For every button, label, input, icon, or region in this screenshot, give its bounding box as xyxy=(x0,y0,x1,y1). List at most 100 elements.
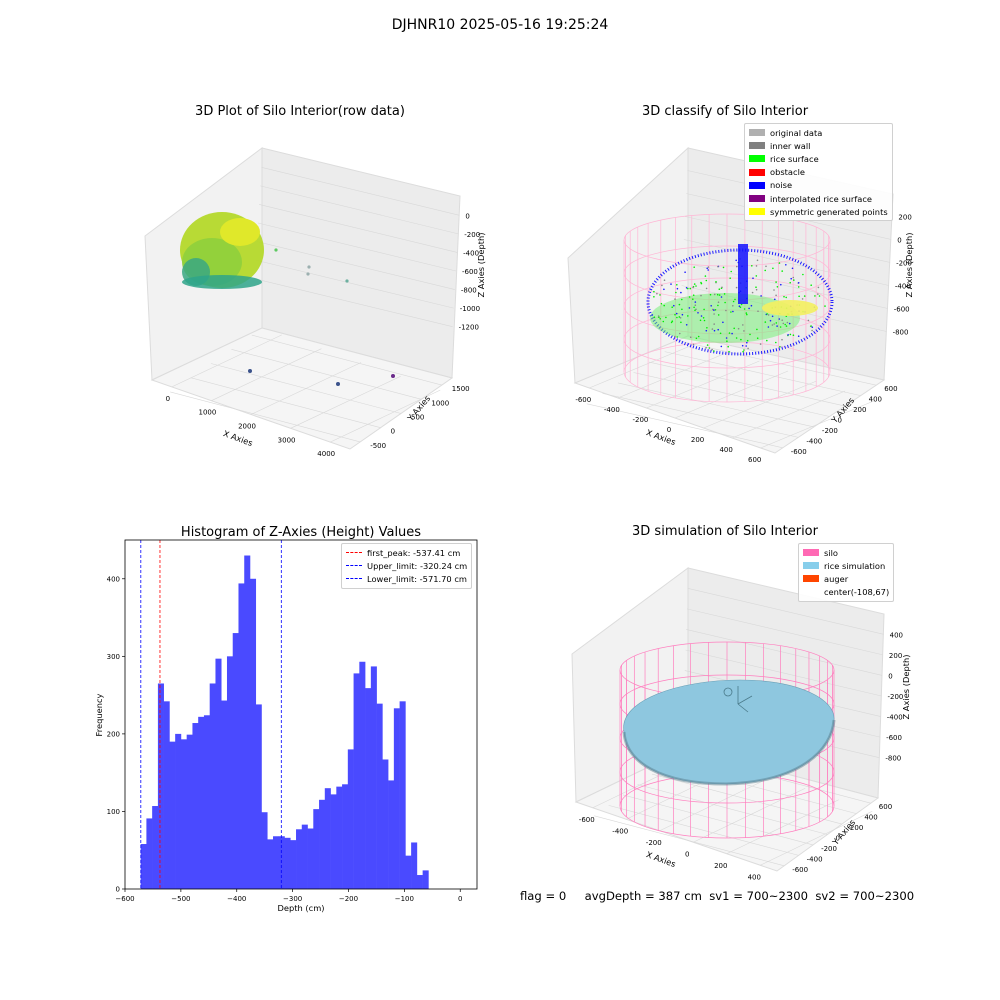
classify-point xyxy=(767,314,770,316)
classify-point xyxy=(749,333,751,336)
histogram-ytick-label: 0 xyxy=(116,886,120,894)
simulation-ytick: 200 xyxy=(850,824,863,832)
histogram-bar xyxy=(278,836,285,889)
grid-line xyxy=(664,351,861,396)
raw-ztick: -1000 xyxy=(460,305,480,313)
classify-point xyxy=(802,273,804,276)
figure-suptitle: DJHNR10 2025-05-16 19:25:24 xyxy=(391,17,609,33)
classify-ytick: 200 xyxy=(853,406,866,414)
histogram-bar xyxy=(296,829,303,889)
legend-swatch xyxy=(749,208,765,216)
classify-point xyxy=(678,316,681,318)
classify-point xyxy=(751,291,754,294)
classify-point xyxy=(738,305,741,308)
simulation-auger xyxy=(723,686,753,713)
classify-point xyxy=(773,323,775,325)
histogram-bar xyxy=(388,780,395,889)
histogram-xtick-label: −200 xyxy=(339,895,358,903)
classify-point xyxy=(752,277,754,280)
classify-point xyxy=(706,267,708,270)
classify-point xyxy=(725,309,727,312)
raw-zlabel: Z Axies (Depth) xyxy=(476,232,486,297)
histogram-bar xyxy=(376,703,383,889)
raw-ztick: -600 xyxy=(462,268,478,276)
classify-point xyxy=(814,295,816,297)
classify-point xyxy=(689,336,692,339)
status-footer: flag = 0 avgDepth = 387 cm sv1 = 700~230… xyxy=(520,889,914,903)
classify-point xyxy=(781,338,783,341)
classify-point xyxy=(817,293,819,295)
classify-point xyxy=(722,266,725,269)
classify-point xyxy=(776,286,779,288)
classify-point xyxy=(726,340,728,343)
classify-point xyxy=(737,327,740,330)
legend-label: auger xyxy=(824,573,849,584)
histogram-bar xyxy=(146,818,153,889)
classify-point xyxy=(663,288,665,291)
classify-point xyxy=(755,275,758,277)
classify-point xyxy=(694,309,696,312)
histogram-bar xyxy=(238,583,245,889)
histogram-bar xyxy=(226,656,234,889)
classify-point xyxy=(759,343,762,345)
grid-line xyxy=(608,805,799,856)
classify-point xyxy=(717,304,719,307)
legend-swatch xyxy=(749,155,765,163)
classify-point xyxy=(797,282,800,284)
classify-point xyxy=(781,270,783,272)
grid-line xyxy=(617,382,814,428)
simulation-xtick: 200 xyxy=(714,862,727,870)
grid-line xyxy=(170,391,361,443)
grid-line xyxy=(732,390,846,439)
classify-point xyxy=(692,294,695,297)
classify-point xyxy=(779,326,782,328)
raw-ztick: 0 xyxy=(465,212,469,220)
histogram-bar xyxy=(301,824,308,889)
legend-swatch xyxy=(749,195,765,203)
classify-point xyxy=(708,347,711,349)
raw-xtick: 0 xyxy=(166,395,170,403)
classify-point xyxy=(771,324,774,326)
classify-point xyxy=(720,296,723,298)
histogram-bar xyxy=(175,733,182,889)
classify-point xyxy=(811,326,814,329)
grid-line xyxy=(685,649,882,697)
simulation-xtick: -400 xyxy=(612,827,628,835)
grid-line xyxy=(260,185,459,235)
histogram-title: Histogram of Z-Axies (Height) Values xyxy=(181,525,421,540)
sv2-text: sv2 = 700~2300 xyxy=(815,889,915,903)
classify-point xyxy=(705,346,707,349)
classify-point xyxy=(797,335,800,338)
raw-3d-plot: 01000200030004000-5000500100015000-200-4… xyxy=(144,146,486,458)
legend-entry: noise xyxy=(749,179,888,192)
simulation-xtick: -600 xyxy=(579,816,595,824)
simulation-rice-edge xyxy=(622,719,836,786)
classify-point xyxy=(676,284,678,286)
legend-label: interpolated rice surface xyxy=(770,193,873,204)
classify-point xyxy=(705,329,708,332)
histogram-bar xyxy=(324,788,331,889)
classify-point xyxy=(675,291,677,294)
histogram-bar xyxy=(157,683,164,889)
classify-point xyxy=(733,327,735,330)
raw-xtick: 2000 xyxy=(238,423,256,431)
classify-point xyxy=(660,302,663,305)
classify-point xyxy=(674,298,676,300)
legend-entry: interpolated rice surface xyxy=(749,192,888,205)
raw-ztick: -200 xyxy=(464,231,480,239)
grid-line xyxy=(682,262,888,309)
grid-line xyxy=(633,372,830,417)
classify-point xyxy=(735,337,738,339)
simulation-ytick: -600 xyxy=(792,866,808,874)
histogram-ytick-label: 300 xyxy=(107,653,120,661)
classify-point xyxy=(702,317,705,319)
histogram-bar xyxy=(192,723,199,889)
histogram-bar xyxy=(290,840,297,889)
histogram-plot: Histogram of Z-Axies (Height) Values −60… xyxy=(94,525,478,913)
classify-legend: original data inner wall rice surface obsta… xyxy=(744,123,893,222)
classify-point xyxy=(694,304,697,307)
legend-swatch xyxy=(346,578,362,580)
histogram-bar xyxy=(186,734,193,889)
grid-line xyxy=(261,166,460,216)
raw-outlier xyxy=(306,272,310,276)
